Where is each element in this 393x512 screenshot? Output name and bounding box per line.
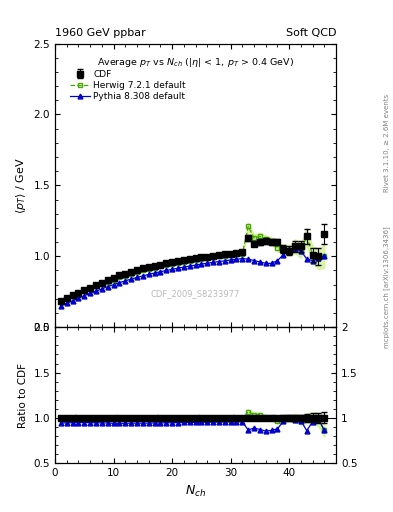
Text: Soft QCD: Soft QCD (286, 28, 336, 38)
Text: 1960 GeV ppbar: 1960 GeV ppbar (55, 28, 146, 38)
Legend: CDF, Herwig 7.2.1 default, Pythia 8.308 default: CDF, Herwig 7.2.1 default, Pythia 8.308 … (68, 68, 188, 103)
Text: Rivet 3.1.10, ≥ 2.6M events: Rivet 3.1.10, ≥ 2.6M events (384, 94, 390, 193)
Y-axis label: $\langle p_T \rangle$ / GeV: $\langle p_T \rangle$ / GeV (14, 157, 28, 214)
Text: mcplots.cern.ch [arXiv:1306.3436]: mcplots.cern.ch [arXiv:1306.3436] (384, 226, 391, 348)
Text: CDF_2009_S8233977: CDF_2009_S8233977 (151, 289, 240, 297)
Y-axis label: Ratio to CDF: Ratio to CDF (18, 363, 28, 428)
Text: Average $p_T$ vs $N_{ch}$ ($|\eta|$ < 1, $p_T$ > 0.4 GeV): Average $p_T$ vs $N_{ch}$ ($|\eta|$ < 1,… (97, 56, 294, 69)
X-axis label: $N_{ch}$: $N_{ch}$ (185, 484, 206, 499)
